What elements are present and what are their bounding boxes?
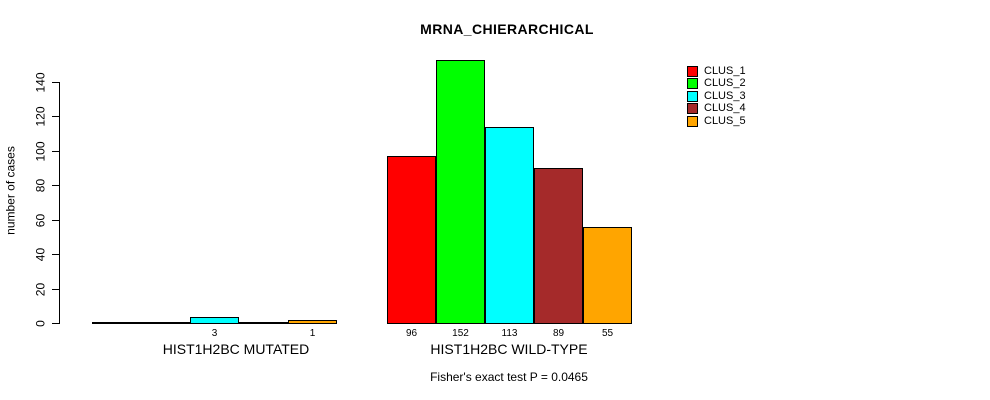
- bar-value-label-clus_3-group2: 113: [501, 328, 518, 339]
- legend-swatch-clus_1: [687, 65, 698, 77]
- y-tick: [52, 289, 59, 290]
- y-tick-label: 100: [33, 141, 48, 162]
- legend-label-clus_2: CLUS_2: [704, 76, 746, 89]
- y-tick-label: 120: [33, 106, 48, 127]
- bar-value-label-clus_5-group2: 55: [601, 328, 614, 339]
- y-tick: [52, 82, 59, 83]
- y-axis-label: number of cases: [3, 146, 18, 235]
- y-tick: [52, 254, 59, 255]
- bar-clus_5-group2: [583, 227, 632, 324]
- legend-row-clus_2: CLUS_2: [687, 77, 746, 89]
- footer-annotation: Fisher's exact test P = 0.0465: [430, 370, 588, 384]
- bar-clus_1-group1: [92, 322, 141, 324]
- bar-value-label-clus_1-group2: 96: [405, 328, 418, 339]
- bar-clus_4-group1: [239, 322, 288, 324]
- legend-row-clus_3: CLUS_3: [687, 90, 746, 102]
- legend-swatch-clus_3: [687, 90, 698, 102]
- legend-swatch-clus_4: [687, 102, 698, 114]
- y-tick-label: 140: [33, 72, 48, 93]
- y-tick: [52, 151, 59, 152]
- bar-clus_1-group2: [387, 156, 436, 324]
- legend-label-clus_3: CLUS_3: [704, 89, 746, 102]
- x-category-label-mutated: HIST1H2BC MUTATED: [162, 341, 310, 357]
- y-tick: [52, 185, 59, 186]
- y-tick-label: 80: [33, 178, 48, 193]
- bar-clus_2-group1: [141, 322, 190, 324]
- bar-clus_2-group2: [436, 60, 485, 324]
- bar-value-label-clus_5-group1: 1: [309, 328, 316, 339]
- y-tick-label: 40: [33, 247, 48, 262]
- y-tick-label: 60: [33, 213, 48, 228]
- legend-swatch-clus_2: [687, 77, 698, 89]
- y-tick: [52, 220, 59, 221]
- bar-value-label-clus_3-group1: 3: [211, 328, 218, 339]
- legend-label-clus_1: CLUS_1: [704, 64, 746, 77]
- bar-clus_4-group2: [534, 168, 583, 324]
- bar-value-label-clus_4-group2: 89: [552, 328, 565, 339]
- chart-title: MRNA_CHIERARCHICAL: [420, 21, 594, 37]
- legend-row-clus_5: CLUS_5: [687, 115, 746, 127]
- legend-swatch-clus_5: [687, 115, 698, 127]
- legend-row-clus_4: CLUS_4: [687, 102, 746, 114]
- bar-clus_5-group1: [288, 320, 337, 324]
- y-axis-line: [59, 82, 60, 324]
- bar-clus_3-group2: [485, 127, 534, 324]
- legend-label-clus_4: CLUS_4: [704, 101, 746, 114]
- x-category-label-wild-type: HIST1H2BC WILD-TYPE: [430, 341, 588, 357]
- y-tick: [52, 116, 59, 117]
- legend-row-clus_1: CLUS_1: [687, 65, 746, 77]
- bar-clus_3-group1: [190, 317, 239, 324]
- y-tick-label: 0: [33, 320, 48, 327]
- y-tick: [52, 323, 59, 324]
- y-tick-label: 20: [33, 282, 48, 297]
- bar-value-label-clus_2-group2: 152: [452, 328, 469, 339]
- legend-label-clus_5: CLUS_5: [704, 114, 746, 127]
